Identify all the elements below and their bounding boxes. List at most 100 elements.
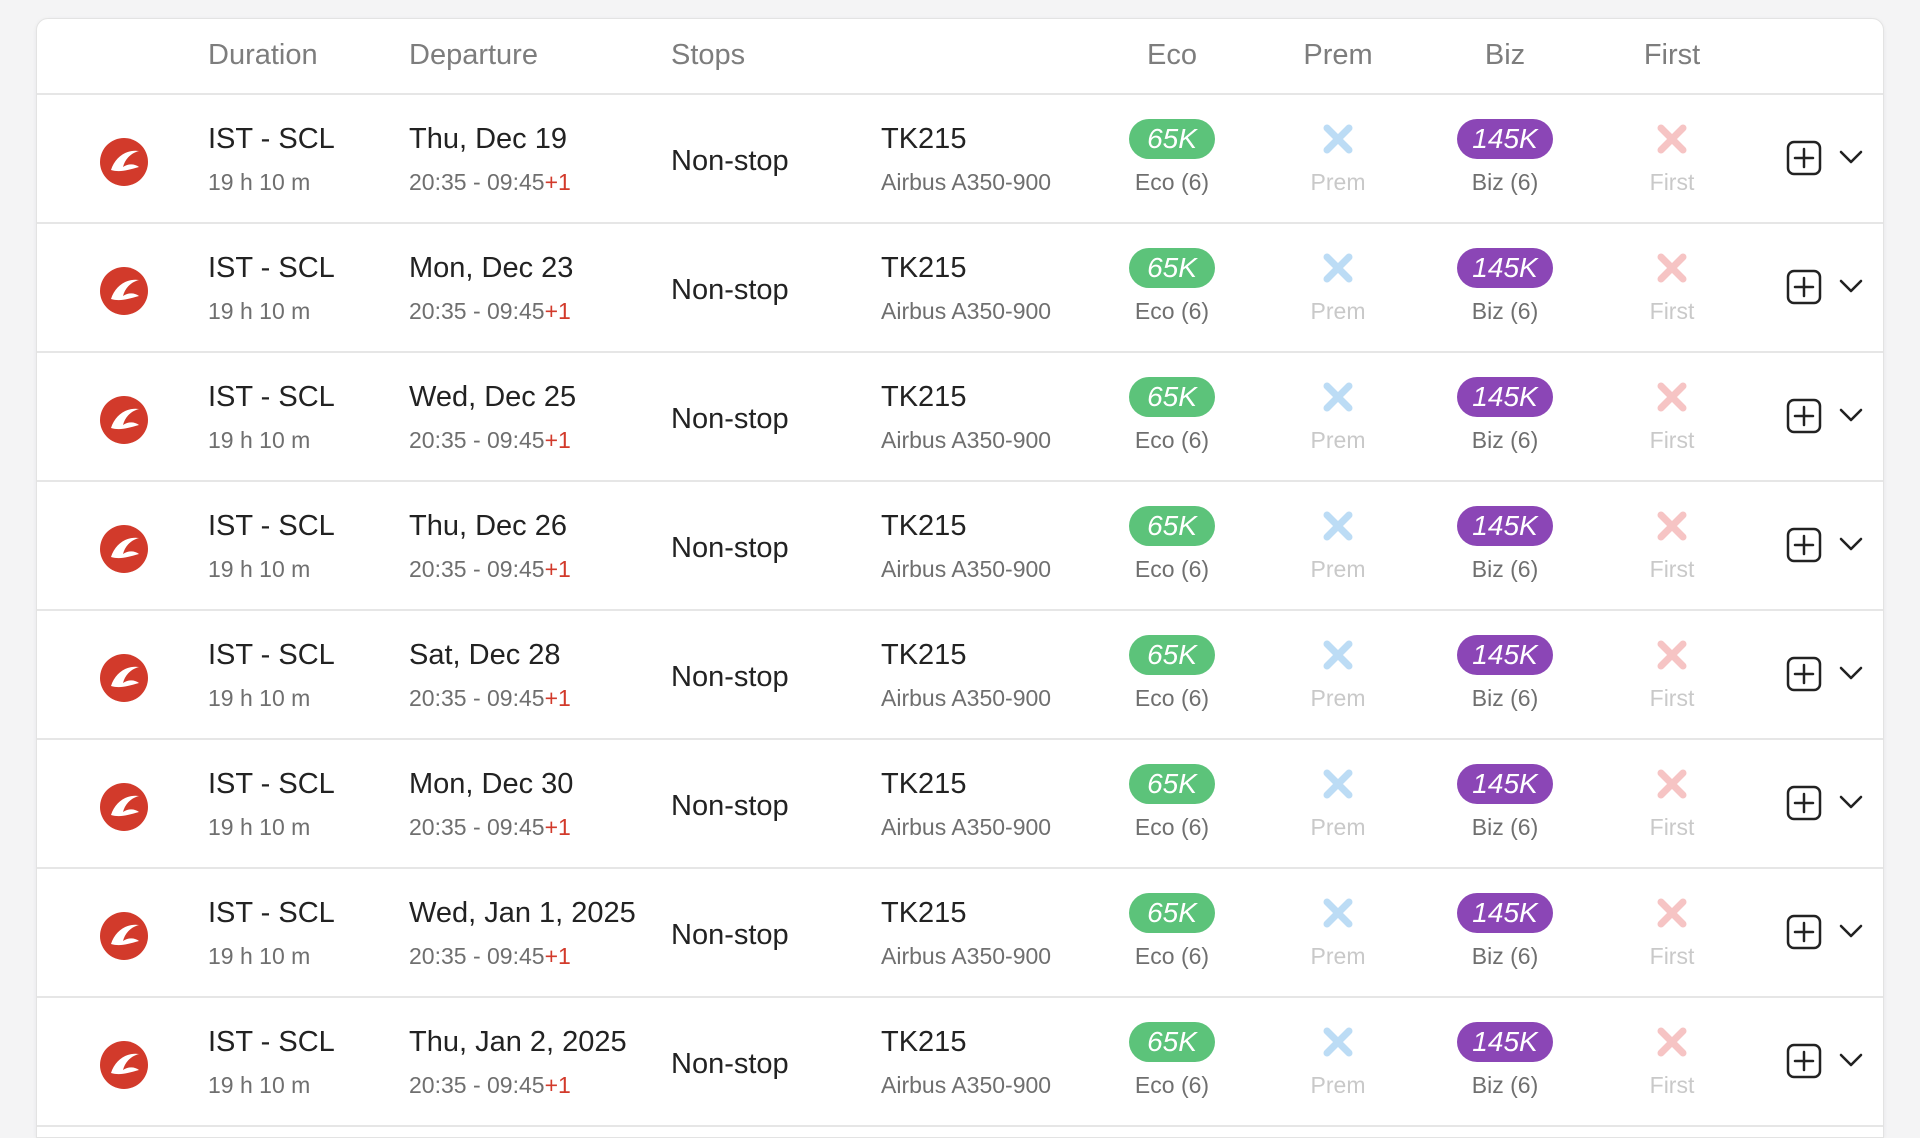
eco-price-pill[interactable]: 65K [1129,506,1215,546]
duration: 19 h 10 m [208,685,311,711]
biz-price-pill[interactable]: 145K [1457,377,1553,417]
first-unavailable-x-icon [1657,382,1687,412]
eco-label: Eco (6) [1134,556,1210,582]
first-label: First [1649,169,1695,195]
first-label: First [1649,298,1695,324]
time-range: 20:35 - 09:45 [409,1072,545,1098]
turkish-airlines-logo-icon [100,396,148,444]
plus-square-icon[interactable] [1786,140,1822,176]
first-label: First [1649,1072,1695,1098]
header-first[interactable]: First [1643,39,1701,71]
plus-square-icon[interactable] [1786,527,1822,563]
chevron-down-icon[interactable] [1837,405,1865,425]
time-range: 20:35 - 09:45 [409,943,545,969]
plus-square-icon[interactable] [1786,1043,1822,1079]
duration: 19 h 10 m [208,1072,311,1098]
biz-label: Biz (6) [1471,685,1539,711]
chevron-down-icon[interactable] [1837,1050,1865,1070]
prem-label: Prem [1310,298,1366,324]
first-label: First [1649,814,1695,840]
prem-label: Prem [1310,556,1366,582]
departure-times: 20:35 - 09:45+1 [409,1072,571,1099]
chevron-down-icon[interactable] [1837,534,1865,554]
turkish-airlines-logo-icon [100,912,148,960]
eco-label: Eco (6) [1134,943,1210,969]
flight-row[interactable]: IST - SCL 19 h 10 m Thu, Jan 2, 2025 20:… [37,998,1883,1127]
stops: Non-stop [671,145,789,177]
prem-unavailable-x-icon [1323,640,1353,670]
flight-number: TK215 [881,1026,967,1058]
day-offset: +1 [544,556,571,582]
plus-square-icon[interactable] [1786,269,1822,305]
eco-price-pill[interactable]: 65K [1129,1022,1215,1062]
chevron-down-icon[interactable] [1837,663,1865,683]
prem-label: Prem [1310,685,1366,711]
first-unavailable-x-icon [1657,511,1687,541]
biz-price-pill[interactable]: 145K [1457,506,1553,546]
eco-price-pill[interactable]: 65K [1129,893,1215,933]
plus-square-icon[interactable] [1786,785,1822,821]
stops: Non-stop [671,1048,789,1080]
turkish-airlines-logo-icon [100,654,148,702]
departure-times: 20:35 - 09:45+1 [409,943,571,970]
stops: Non-stop [671,790,789,822]
departure-date: Wed, Jan 1, 2025 [409,897,636,929]
duration: 19 h 10 m [208,943,311,969]
eco-price-pill[interactable]: 65K [1129,635,1215,675]
table-header: Duration Departure Stops Eco Prem Biz Fi… [37,19,1883,95]
departure-date: Mon, Dec 23 [409,252,574,284]
prem-unavailable-x-icon [1323,124,1353,154]
route: IST - SCL [208,252,335,284]
header-eco[interactable]: Eco [1147,39,1197,71]
prem-unavailable-x-icon [1323,769,1353,799]
chevron-down-icon[interactable] [1837,921,1865,941]
flight-row[interactable]: IST - SCL 19 h 10 m Sat, Dec 28 20:35 - … [37,611,1883,740]
prem-unavailable-x-icon [1323,898,1353,928]
biz-price-pill[interactable]: 145K [1457,119,1553,159]
stops: Non-stop [671,403,789,435]
header-biz[interactable]: Biz [1484,39,1526,71]
aircraft: Airbus A350-900 [881,685,1052,711]
eco-price-pill[interactable]: 65K [1129,119,1215,159]
departure-times: 20:35 - 09:45+1 [409,169,571,196]
flight-row[interactable]: IST - SCL 19 h 10 m Thu, Dec 26 20:35 - … [37,482,1883,611]
biz-label: Biz (6) [1471,943,1539,969]
prem-unavailable-x-icon [1323,382,1353,412]
plus-square-icon[interactable] [1786,398,1822,434]
flight-row[interactable]: IST - SCL 19 h 10 m Mon, Dec 30 20:35 - … [37,740,1883,869]
aircraft: Airbus A350-900 [881,169,1052,195]
day-offset: +1 [544,943,571,969]
day-offset: +1 [544,685,571,711]
header-duration[interactable]: Duration [208,39,318,71]
first-unavailable-x-icon [1657,640,1687,670]
departure-times: 20:35 - 09:45+1 [409,298,571,325]
header-prem[interactable]: Prem [1303,39,1373,71]
flight-row[interactable]: IST - SCL 19 h 10 m Mon, Dec 23 20:35 - … [37,224,1883,353]
header-departure[interactable]: Departure [409,39,538,71]
first-label: First [1649,556,1695,582]
chevron-down-icon[interactable] [1837,276,1865,296]
flight-row[interactable]: IST - SCL 19 h 10 m Wed, Dec 25 20:35 - … [37,353,1883,482]
prem-label: Prem [1310,943,1366,969]
flight-row[interactable]: IST - SCL 19 h 10 m Wed, Jan 1, 2025 20:… [37,869,1883,998]
eco-label: Eco (6) [1134,1072,1210,1098]
stops: Non-stop [671,919,789,951]
turkish-airlines-logo-icon [100,1041,148,1089]
biz-price-pill[interactable]: 145K [1457,1022,1553,1062]
eco-price-pill[interactable]: 65K [1129,377,1215,417]
plus-square-icon[interactable] [1786,656,1822,692]
header-stops[interactable]: Stops [671,39,746,71]
route: IST - SCL [208,639,335,671]
biz-price-pill[interactable]: 145K [1457,764,1553,804]
chevron-down-icon[interactable] [1837,147,1865,167]
biz-price-pill[interactable]: 145K [1457,248,1553,288]
biz-price-pill[interactable]: 145K [1457,635,1553,675]
departure-date: Wed, Dec 25 [409,381,577,413]
eco-price-pill[interactable]: 65K [1129,248,1215,288]
biz-price-pill[interactable]: 145K [1457,893,1553,933]
chevron-down-icon[interactable] [1837,792,1865,812]
flight-row[interactable]: IST - SCL 19 h 10 m Thu, Dec 19 20:35 - … [37,95,1883,224]
eco-price-pill[interactable]: 65K [1129,764,1215,804]
plus-square-icon[interactable] [1786,914,1822,950]
departure-times: 20:35 - 09:45+1 [409,814,571,841]
